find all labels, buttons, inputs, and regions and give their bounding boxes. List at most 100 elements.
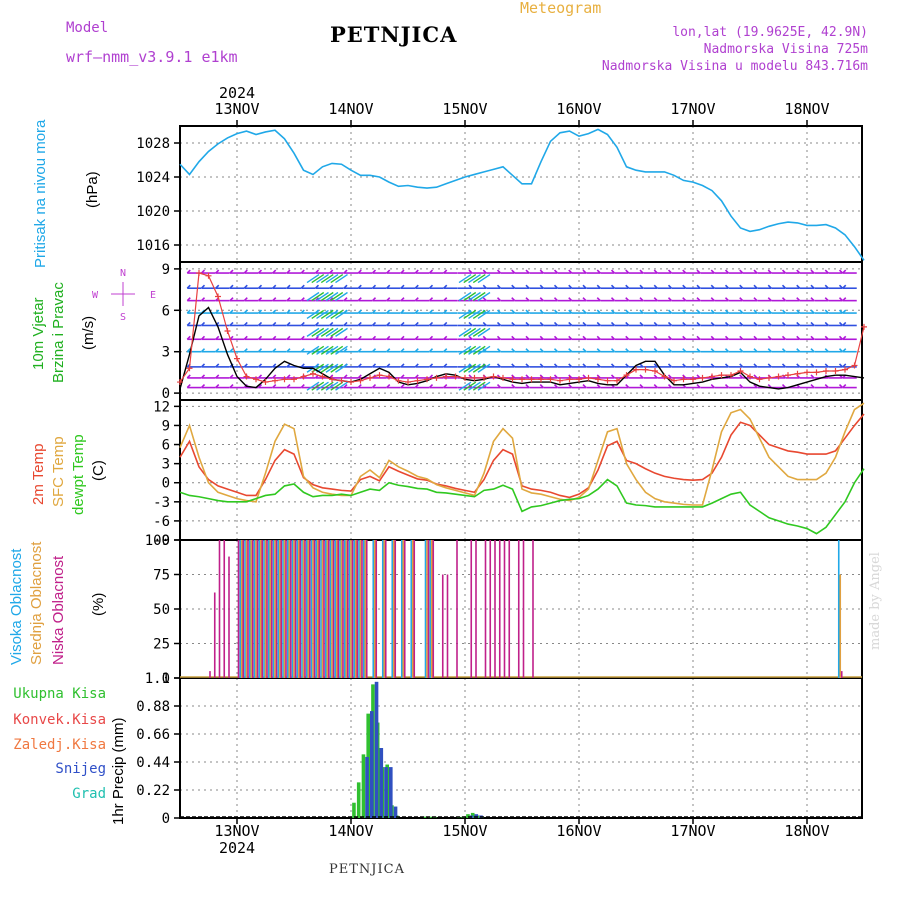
wind-arrowhead [496,363,502,368]
wind-arrowhead [553,284,559,289]
wind-arrowhead [667,374,673,379]
panel-frame [179,125,863,263]
wind-arrowhead [767,297,772,302]
wind-arrowhead [482,297,487,302]
wind-arrowhead [710,284,715,289]
wind-arrowhead [186,335,191,340]
year-bottom-label: 2024 [219,839,255,857]
wind-gust-arrow [335,327,348,337]
wind-arrowhead [682,363,687,368]
wind-gust-marker [500,374,506,381]
wind-arrowhead [696,297,701,302]
y-tick-label: 1020 [136,204,170,220]
total-rain-bar [423,816,427,818]
wind-arrowhead [667,321,673,327]
wind-arrowhead [810,269,815,274]
wind-arrowhead [753,335,758,340]
y-tick-label: 6 [162,438,170,454]
wind-arrowhead [739,284,744,289]
wind-arrowhead [357,297,362,302]
dewpt-temp-line [179,468,865,535]
wind-arrowhead [653,284,658,289]
wind-arrowhead [357,269,362,274]
wind-arrowhead [482,335,487,340]
wind-gust-marker [329,376,335,383]
wind-arrowhead [272,363,277,368]
sfc-temp-line [179,402,865,506]
wind-arrowhead [682,269,687,274]
wind-arrowhead [781,284,787,289]
wind-arrowhead [314,335,320,340]
compass-s-label: S [120,312,126,323]
wind-arrowhead [553,348,559,353]
wind-arrowhead [610,269,616,274]
wind-arrowhead [414,309,419,314]
wind-arrowhead [386,269,391,274]
wind-arrowhead [386,309,391,314]
wind-gust-marker [376,372,383,379]
wind-arrowhead [525,374,530,379]
wind-gust-arrow [468,273,481,284]
wind-arrowhead [525,284,530,289]
wind-arrowhead [582,321,587,327]
wind-arrowhead [186,348,191,353]
wind-arrowhead [286,348,291,353]
wind-arrowhead [767,269,772,274]
wind-gust-arrow [325,273,339,284]
wind-arrowhead [610,363,616,368]
total-rain-bar [361,754,366,818]
wind-gust-marker [205,272,212,279]
wind-arrowhead [229,384,234,389]
wind-arrowhead [525,297,530,302]
wind-arrowhead [539,309,544,314]
x-top-label: 17NOV [670,100,715,118]
x-top-label: 13NOV [214,100,259,118]
wind-arrowhead [796,269,801,274]
wind-arrowhead [329,335,334,340]
wind-arrowhead [525,309,530,314]
wind-gust-arrow [335,363,348,373]
wind-arrowhead [810,335,815,340]
wind-arrowhead [468,335,473,340]
wind-gust-marker [756,376,763,383]
wind-arrowhead [443,284,448,289]
y-tick-label: 1024 [136,170,170,186]
wind-arrowhead [810,348,815,353]
wind-arrowhead [414,284,419,289]
wind-gust-arrow [311,345,325,355]
wind-gust-marker [215,293,221,300]
wind-arrowhead [414,335,419,340]
wind-arrowhead [767,384,772,389]
wind-gust-marker [367,374,373,381]
wind-arrowhead [682,335,687,340]
wind-arrowhead [272,284,277,289]
wind-gust-marker [386,373,392,380]
wind-arrowhead [810,363,815,368]
wind-arrowhead [625,269,630,274]
wind-arrowhead [596,297,601,302]
wind-arrowhead [568,335,573,340]
wind-arrowhead [286,384,291,389]
wind-arrowhead [724,297,730,302]
wind-gust-arrow [311,327,325,337]
wind-arrowhead [667,363,673,368]
wind-arrowhead [215,309,220,314]
wind-arrowhead [767,284,772,289]
wind-arrowhead [568,297,573,302]
x-bottom-label: 13NOV [214,822,259,840]
wind-arrowhead [824,284,829,289]
wind-arrowhead [553,297,559,302]
wind-arrowhead [343,374,348,379]
wind-arrowhead [511,321,516,327]
wind-arrowhead [568,363,573,368]
y-tick-label: 100 [145,533,170,549]
wind-gust-line [179,272,865,383]
wind-arrowhead [511,363,516,368]
wind-arrowhead [428,321,434,327]
wind-arrowhead [343,284,348,289]
wind-arrowhead [653,321,658,327]
wind-arrowhead [625,363,630,368]
y-tick-label: 0.44 [136,755,170,771]
x-top-label: 16NOV [556,100,601,118]
